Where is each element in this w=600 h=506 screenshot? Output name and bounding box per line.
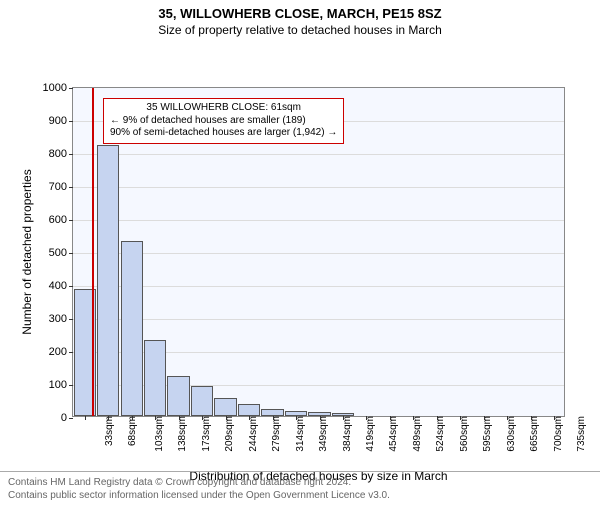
x-tick-label: 349sqm xyxy=(314,416,329,452)
footer-line-1: Contains HM Land Registry data © Crown c… xyxy=(8,476,592,489)
footer: Contains HM Land Registry data © Crown c… xyxy=(0,471,600,506)
y-tick-label: 200 xyxy=(49,346,73,358)
y-tick-label: 400 xyxy=(49,280,73,292)
histogram-bar xyxy=(167,376,189,416)
histogram-bar xyxy=(214,398,236,416)
y-tick-label: 700 xyxy=(49,181,73,193)
histogram-bar xyxy=(121,241,143,416)
info-box-line: 90% of semi-detached houses are larger (… xyxy=(110,127,337,140)
x-tick-label: 560sqm xyxy=(455,416,470,452)
x-tick-label: 735sqm xyxy=(572,416,587,452)
info-box-line: ← 9% of detached houses are smaller (189… xyxy=(110,115,337,128)
y-tick-label: 300 xyxy=(49,313,73,325)
footer-line-2: Contains public sector information licen… xyxy=(8,489,592,502)
chart-title: 35, WILLOWHERB CLOSE, MARCH, PE15 8SZ xyxy=(0,6,600,21)
y-axis-label: Number of detached properties xyxy=(20,169,34,334)
info-box-line: 35 WILLOWHERB CLOSE: 61sqm xyxy=(110,102,337,115)
histogram-bar xyxy=(191,386,213,416)
x-tick-label: 103sqm xyxy=(149,416,164,452)
y-tick-label: 500 xyxy=(49,247,73,259)
x-tick-label: 279sqm xyxy=(267,416,282,452)
x-tick-label: 595sqm xyxy=(478,416,493,452)
y-tick-label: 1000 xyxy=(43,82,73,94)
histogram-bar xyxy=(97,145,119,416)
x-tick-label: 384sqm xyxy=(337,416,352,452)
y-tick-label: 600 xyxy=(49,214,73,226)
x-tick-label: 489sqm xyxy=(408,416,423,452)
histogram-bar xyxy=(238,404,260,416)
x-tick-label: 33sqm xyxy=(100,416,115,446)
info-box: 35 WILLOWHERB CLOSE: 61sqm← 9% of detach… xyxy=(103,98,344,144)
x-tick-label: 173sqm xyxy=(196,416,211,452)
y-tick-label: 100 xyxy=(49,379,73,391)
chart-subtitle: Size of property relative to detached ho… xyxy=(0,23,600,37)
x-tick-label: 665sqm xyxy=(525,416,540,452)
x-tick-label: 700sqm xyxy=(549,416,564,452)
x-tick-label: 209sqm xyxy=(220,416,235,452)
x-tick-label: 524sqm xyxy=(431,416,446,452)
histogram-bar xyxy=(144,340,166,416)
x-tick-label: 138sqm xyxy=(173,416,188,452)
y-tick-label: 800 xyxy=(49,148,73,160)
histogram-bar xyxy=(261,409,283,416)
y-tick-label: 900 xyxy=(49,115,73,127)
x-tick-label: 244sqm xyxy=(243,416,258,452)
x-tick-label: 454sqm xyxy=(384,416,399,452)
x-tick-label: 314sqm xyxy=(290,416,305,452)
y-tick-label: 0 xyxy=(61,412,73,424)
property-marker-line xyxy=(92,88,94,416)
x-tick-label: 419sqm xyxy=(361,416,376,452)
x-tick-label: 630sqm xyxy=(502,416,517,452)
x-tick-label: 68sqm xyxy=(123,416,138,446)
plot-area: 0100200300400500600700800900100033sqm68s… xyxy=(72,87,565,417)
